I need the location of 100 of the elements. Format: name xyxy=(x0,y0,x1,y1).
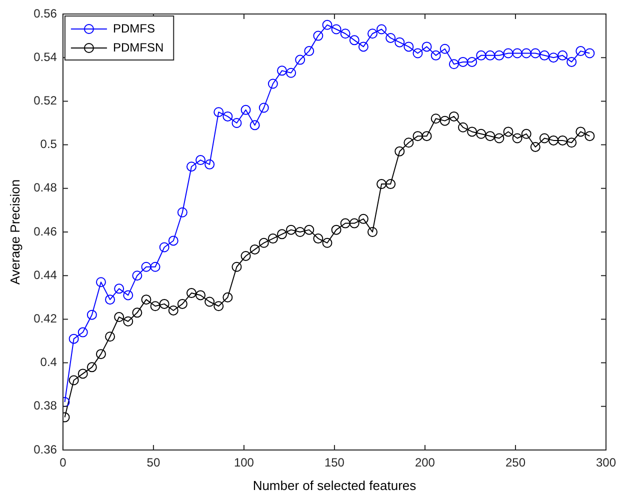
legend-label: PDMFSN xyxy=(112,40,164,54)
point xyxy=(376,24,387,34)
point xyxy=(349,35,360,46)
point xyxy=(340,218,350,228)
point xyxy=(232,262,242,272)
point xyxy=(448,111,459,122)
x-tick-label: 250 xyxy=(505,456,526,470)
point xyxy=(412,131,423,142)
point xyxy=(86,310,97,320)
point xyxy=(376,179,387,190)
point xyxy=(521,48,532,58)
point xyxy=(367,227,378,237)
point xyxy=(150,262,160,272)
point xyxy=(539,50,550,60)
point xyxy=(304,46,314,56)
x-tick-label: 200 xyxy=(414,456,436,470)
y-tick-label: 0.56 xyxy=(34,6,58,20)
point xyxy=(467,56,478,67)
point xyxy=(222,111,233,122)
point xyxy=(576,46,586,56)
point xyxy=(268,78,278,89)
point xyxy=(78,368,88,379)
point xyxy=(313,234,324,244)
point xyxy=(530,142,540,152)
point xyxy=(394,146,405,156)
point xyxy=(105,332,116,342)
point xyxy=(168,236,178,246)
point xyxy=(404,42,414,52)
point xyxy=(295,227,306,237)
point xyxy=(539,133,550,144)
point xyxy=(276,229,287,240)
point xyxy=(186,288,196,298)
point xyxy=(96,277,106,288)
point xyxy=(404,138,414,148)
point xyxy=(476,128,486,139)
point xyxy=(558,50,568,60)
point xyxy=(521,128,532,139)
point xyxy=(276,66,287,76)
y-axis-title: Average Precision xyxy=(7,179,22,285)
x-tick-label: 0 xyxy=(60,456,67,470)
point xyxy=(214,301,224,312)
y-tick-label: 0.42 xyxy=(34,312,58,326)
point xyxy=(503,48,514,58)
point xyxy=(448,59,459,70)
point xyxy=(322,238,332,248)
y-tick-label: 0.48 xyxy=(34,180,58,195)
point xyxy=(422,42,432,52)
point xyxy=(512,48,522,58)
point xyxy=(313,30,324,41)
point xyxy=(558,135,568,146)
point xyxy=(286,68,296,78)
point xyxy=(168,305,178,316)
point xyxy=(250,120,260,130)
point xyxy=(204,296,215,307)
point xyxy=(159,242,170,252)
point xyxy=(141,294,152,305)
point xyxy=(322,20,332,30)
point xyxy=(222,292,233,302)
point xyxy=(485,50,496,60)
point xyxy=(96,349,106,360)
legend-label: PDMFS xyxy=(112,21,155,36)
point xyxy=(204,159,215,170)
point xyxy=(530,48,540,58)
point xyxy=(186,162,196,172)
point xyxy=(331,24,342,34)
point xyxy=(503,126,514,137)
y-tick-label: 0.52 xyxy=(34,94,58,108)
point xyxy=(458,122,468,132)
point xyxy=(268,234,278,244)
point xyxy=(123,316,134,326)
point xyxy=(214,107,224,118)
point xyxy=(430,114,441,124)
point xyxy=(123,290,134,300)
point xyxy=(331,224,342,235)
point xyxy=(566,138,577,148)
point xyxy=(358,214,368,224)
x-tick-label: 50 xyxy=(146,456,160,470)
point xyxy=(232,118,242,128)
point xyxy=(286,224,296,235)
point xyxy=(340,28,350,39)
point xyxy=(485,131,496,142)
y-tick-label: 0.38 xyxy=(34,398,58,413)
point xyxy=(114,284,124,294)
point xyxy=(68,334,79,344)
point xyxy=(494,133,504,144)
point xyxy=(440,44,450,54)
point xyxy=(177,207,188,218)
point xyxy=(458,56,468,67)
point xyxy=(141,262,152,272)
x-tick-label: 300 xyxy=(596,456,616,470)
point xyxy=(467,126,478,137)
point xyxy=(584,48,595,58)
point xyxy=(132,308,142,318)
point xyxy=(68,375,79,386)
point xyxy=(367,28,378,39)
point xyxy=(196,155,206,166)
y-tick-label: 0.46 xyxy=(34,224,58,238)
point xyxy=(584,131,595,142)
y-tick-label: 0.4 xyxy=(40,355,58,370)
point xyxy=(150,301,160,312)
